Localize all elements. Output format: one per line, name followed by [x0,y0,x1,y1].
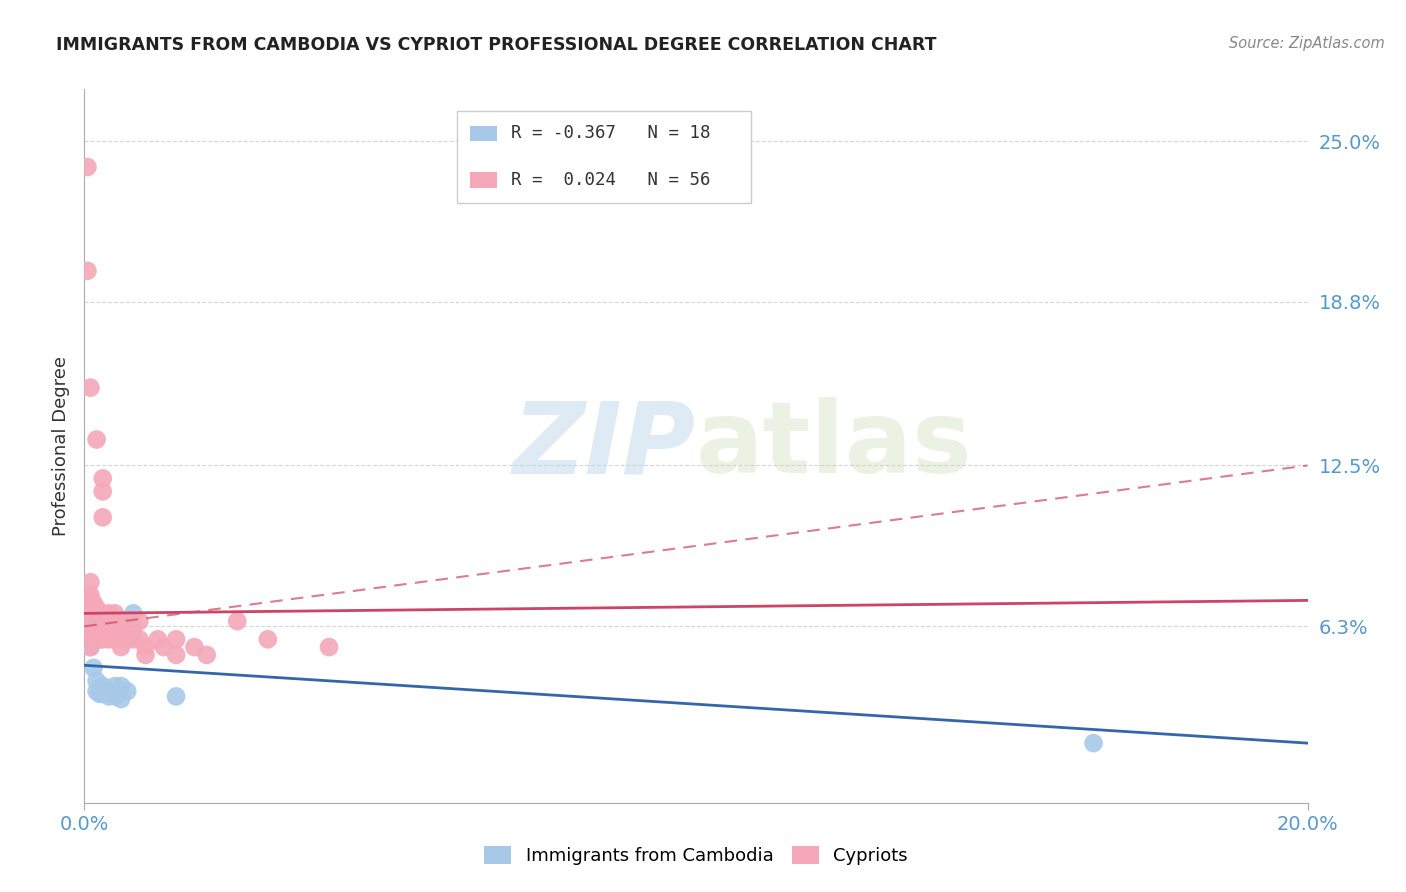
Point [195,648,218,662]
Point [183,640,205,654]
Point [97,684,120,698]
Point [110,640,132,654]
FancyBboxPatch shape [470,126,496,141]
Text: R = -0.367   N = 18: R = -0.367 N = 18 [512,125,711,143]
Point [86,684,108,698]
Point [104,614,127,628]
Point [257,632,280,647]
FancyBboxPatch shape [470,172,496,187]
FancyBboxPatch shape [457,111,751,203]
Point [104,690,127,704]
Point [79,588,101,602]
Point [318,640,340,654]
Legend: Immigrants from Cambodia, Cypriots: Immigrants from Cambodia, Cypriots [477,838,915,872]
Text: ZIP: ZIP [513,398,696,494]
Point [89,632,111,647]
Text: R =  0.024   N = 56: R = 0.024 N = 56 [512,171,711,189]
Point [146,632,169,647]
Point [86,607,108,621]
Point [97,614,120,628]
Point [91,614,114,628]
Point [91,607,114,621]
Point [83,596,105,610]
Point [128,632,150,647]
Point [79,381,101,395]
Point [128,614,150,628]
Point [115,684,138,698]
Point [79,632,101,647]
Point [91,622,114,636]
Point [104,622,127,636]
Text: atlas: atlas [696,398,973,494]
Point [97,632,120,647]
Point [165,648,187,662]
Point [97,690,120,704]
Point [89,687,111,701]
Point [79,575,101,590]
Point [79,607,101,621]
Point [76,264,98,278]
Point [122,607,145,621]
Text: Source: ZipAtlas.com: Source: ZipAtlas.com [1229,36,1385,51]
Point [104,679,127,693]
Point [83,607,105,621]
Point [76,619,98,633]
Point [122,632,145,647]
Text: IMMIGRANTS FROM CAMBODIA VS CYPRIOT PROFESSIONAL DEGREE CORRELATION CHART: IMMIGRANTS FROM CAMBODIA VS CYPRIOT PROF… [56,36,936,54]
Point [110,614,132,628]
Point [165,690,187,704]
Point [79,601,101,615]
Point [91,632,114,647]
Point [94,614,117,628]
Point [135,640,157,654]
Point [110,632,132,647]
Point [76,588,98,602]
Y-axis label: Professional Degree: Professional Degree [52,356,70,536]
Point [76,160,98,174]
Point [104,632,127,647]
Point [86,673,108,688]
Point [153,640,176,654]
Point [91,687,114,701]
Point [1083,736,1105,750]
Point [76,607,98,621]
Point [83,614,105,628]
Point [89,622,111,636]
Point [97,622,120,636]
Point [79,622,101,636]
Point [97,607,120,621]
Point [86,632,108,647]
Point [110,679,132,693]
Point [115,614,138,628]
Point [86,622,108,636]
Point [86,614,108,628]
Point [79,640,101,654]
Point [115,632,138,647]
Point [79,640,101,654]
Point [79,614,101,628]
Point [165,632,187,647]
Point [226,614,249,628]
Point [91,471,114,485]
Point [122,622,145,636]
Point [110,692,132,706]
Point [91,679,114,693]
Point [83,661,105,675]
Point [86,433,108,447]
Point [91,484,114,499]
Point [86,601,108,615]
Point [135,648,157,662]
Point [104,607,127,621]
Point [91,510,114,524]
